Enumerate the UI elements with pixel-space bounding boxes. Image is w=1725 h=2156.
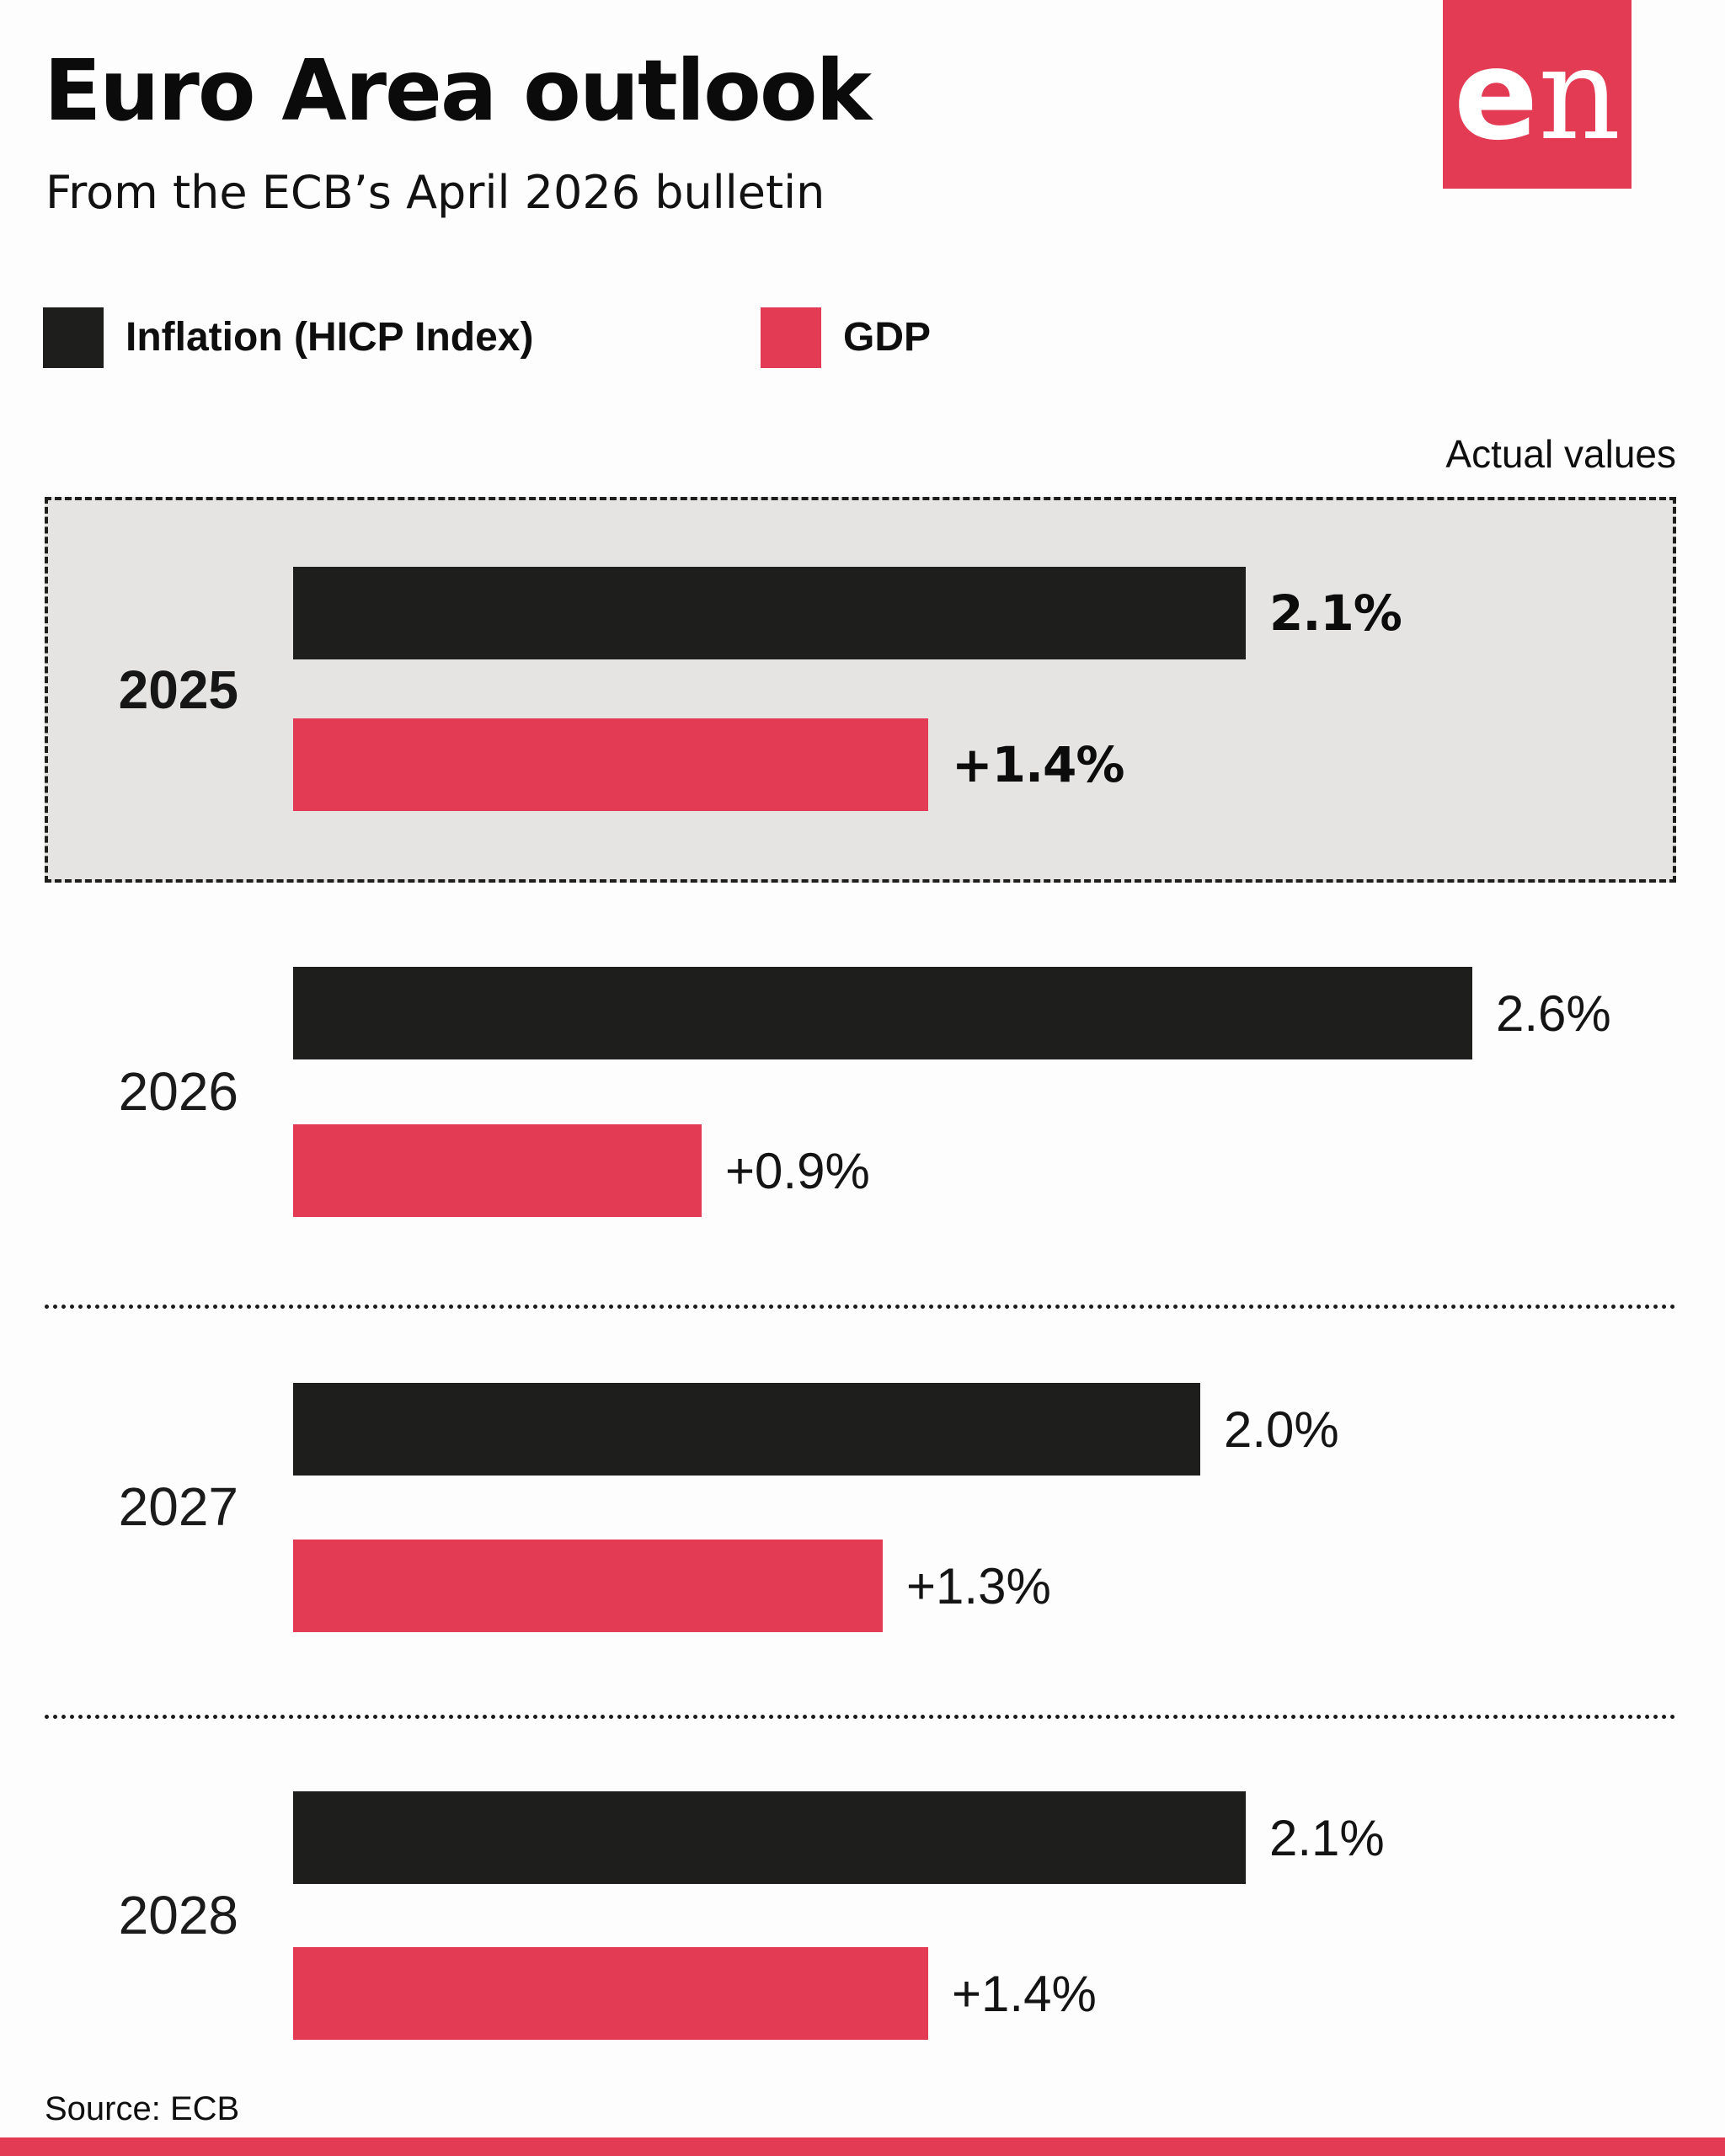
row-separator	[45, 1305, 1676, 1309]
inflation-value-label: 2.1%	[1269, 584, 1402, 642]
gdp-bar	[293, 1947, 928, 2040]
legend-item-gdp: GDP	[761, 307, 931, 368]
inflation-bar	[293, 967, 1472, 1059]
year-label: 2028	[118, 1885, 238, 1945]
bar-row: 2.1%	[293, 567, 1402, 659]
bar-row: 2.6%	[293, 967, 1611, 1059]
inflation-bar	[293, 1383, 1200, 1476]
bar-row: +1.4%	[293, 1947, 1097, 2040]
year-label: 2025	[118, 659, 238, 720]
inflation-bar	[293, 1791, 1246, 1884]
logo-letter-n: n	[1538, 19, 1621, 168]
logo-letter-e: e	[1453, 23, 1539, 168]
page-title: Euro Area outlook	[44, 41, 872, 140]
actual-values-label: Actual values	[1445, 432, 1676, 476]
bar-row: +0.9%	[293, 1124, 870, 1217]
gdp-bar	[293, 1540, 883, 1632]
gdp-value-label: +1.4%	[952, 1965, 1097, 2022]
year-label: 2027	[118, 1476, 238, 1537]
row-separator	[45, 1715, 1676, 1719]
gdp-value-label: +1.3%	[906, 1557, 1051, 1614]
legend: Inflation (HICP Index) GDP	[43, 307, 1222, 368]
bar-row: +1.4%	[293, 718, 1124, 811]
inflation-bar	[293, 567, 1246, 659]
gdp-value-label: +0.9%	[725, 1142, 870, 1199]
gdp-swatch-icon	[761, 307, 821, 368]
inflation-value-label: 2.0%	[1224, 1401, 1339, 1458]
year-label: 2026	[118, 1061, 238, 1122]
bar-row: 2.1%	[293, 1791, 1385, 1884]
legend-item-inflation: Inflation (HICP Index)	[43, 307, 533, 368]
bar-row: +1.3%	[293, 1540, 1051, 1632]
legend-label-gdp: GDP	[843, 315, 932, 360]
legend-label-inflation: Inflation (HICP Index)	[126, 315, 534, 360]
page-subtitle: From the ECB’s April 2026 bulletin	[45, 166, 825, 219]
bar-row: 2.0%	[293, 1383, 1339, 1476]
highlight-box-2025	[45, 497, 1676, 883]
gdp-bar	[293, 1124, 702, 1217]
inflation-swatch-icon	[43, 307, 104, 368]
inflation-value-label: 2.1%	[1269, 1809, 1385, 1866]
inflation-value-label: 2.6%	[1496, 985, 1611, 1042]
gdp-bar	[293, 718, 928, 811]
source-note: Source: ECB	[45, 2090, 240, 2127]
footer-accent-bar	[0, 2137, 1725, 2156]
gdp-value-label: +1.4%	[952, 736, 1124, 793]
